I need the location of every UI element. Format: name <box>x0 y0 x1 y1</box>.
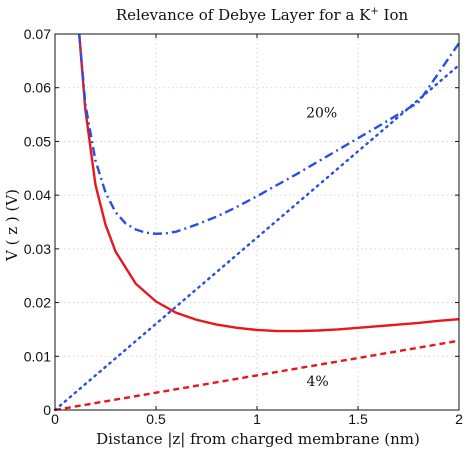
x-tick-label: 2 <box>455 411 463 427</box>
x-tick-label: 0.5 <box>146 411 166 427</box>
series-line-dotted <box>53 63 461 412</box>
y-tick-label: 0.03 <box>24 241 51 257</box>
x-axis-label: Distance |z| from charged membrane (nm) <box>96 430 420 448</box>
y-tick-layer: 0 0.01 0.02 0.03 0.04 0.05 0.06 0.07 <box>24 26 459 418</box>
y-tick-label: 0 <box>43 402 51 418</box>
series-layer <box>53 33 461 412</box>
y-tick-label: 0.02 <box>24 295 51 311</box>
y-tick-label: 0.06 <box>24 80 51 96</box>
chart-title-superscript: + <box>370 6 378 17</box>
series-line-solid <box>78 33 460 333</box>
series-line-dashdot <box>78 33 460 236</box>
series-line-dashed <box>54 339 460 412</box>
annotation-layer: 20% 4% <box>306 105 337 390</box>
x-tick-layer: 0 0.5 1 1.5 2 <box>51 34 463 427</box>
annotation-label: 4% <box>306 374 328 390</box>
chart-title-suffix: Ion <box>379 6 409 24</box>
y-tick-label: 0.04 <box>24 187 51 203</box>
x-tick-label: 0 <box>51 411 59 427</box>
y-tick-label: 0.07 <box>24 26 51 42</box>
grid-layer <box>55 34 459 410</box>
y-tick-label: 0.05 <box>24 133 51 149</box>
y-tick-label: 0.01 <box>24 348 51 364</box>
y-axis-label: V ( z ) (V) <box>3 189 21 262</box>
annotation-label: 20% <box>306 105 337 121</box>
x-tick-label: 1.5 <box>348 411 368 427</box>
chart-title-main: Relevance of Debye Layer for a K <box>116 6 371 24</box>
chart-title: Relevance of Debye Layer for a K+ Ion <box>116 6 409 24</box>
x-tick-label: 1 <box>253 411 261 427</box>
